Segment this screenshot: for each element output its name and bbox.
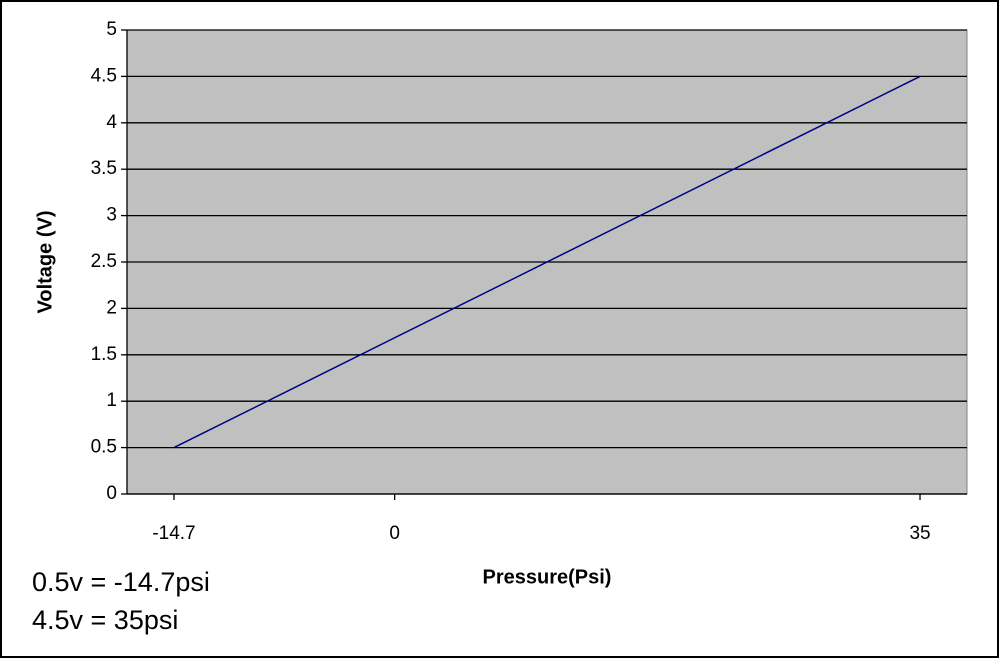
y-tick-label: 2 — [106, 297, 117, 318]
y-tick-label: 1 — [106, 390, 117, 411]
x-tick-label: 35 — [909, 523, 930, 544]
annotation: 4.5v = 35psi — [32, 605, 178, 635]
y-axis-title: Voltage (V) — [34, 211, 56, 314]
y-tick-label: 5 — [106, 19, 117, 40]
y-tick-label: 3.5 — [91, 158, 117, 179]
y-tick-label: 3 — [106, 205, 117, 226]
y-tick-label: 4.5 — [91, 65, 117, 86]
y-tick-label: 2.5 — [91, 251, 117, 272]
x-axis-title: Pressure(Psi) — [483, 566, 612, 588]
y-tick-label: 4 — [106, 112, 117, 133]
annotation: 0.5v = -14.7psi — [32, 567, 210, 597]
y-tick-label: 1.5 — [91, 344, 117, 365]
y-tick-label: 0 — [106, 483, 117, 504]
data-line — [173, 75, 921, 449]
x-tick-label: -14.7 — [152, 523, 195, 544]
x-tick-label: 0 — [389, 523, 400, 544]
y-tick-label: 0.5 — [91, 437, 117, 458]
